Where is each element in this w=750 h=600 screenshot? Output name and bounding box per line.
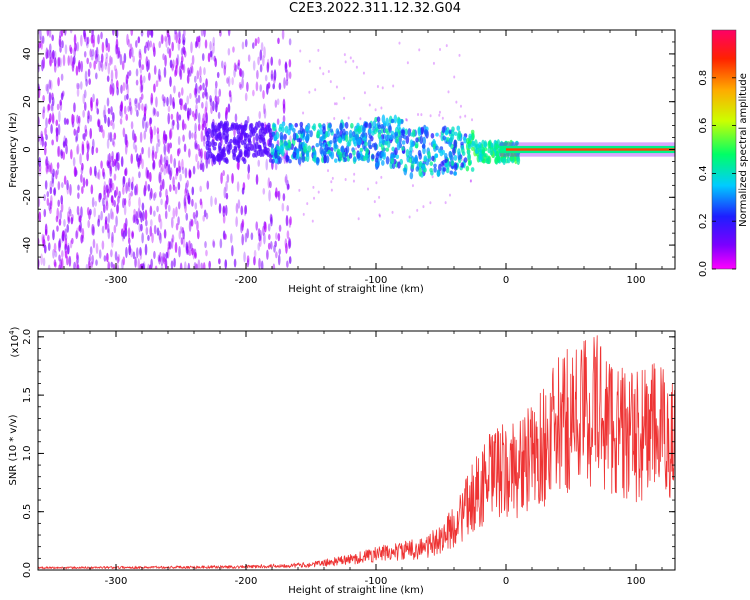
- bottom-y-scale-label: (x104): [8, 326, 21, 357]
- bottom-x-tick-label: -300: [105, 576, 128, 587]
- top-x-tick-label: 0: [503, 275, 509, 286]
- bottom-y-ticks: 0.0 0.5 1.0 1.5 2.0: [22, 329, 675, 578]
- top-y-axis-label: Frequency (Hz): [8, 112, 19, 188]
- top-y-tick-label: -40: [22, 237, 33, 253]
- colorbar-tick-label: 0.4: [698, 165, 709, 181]
- bottom-y-tick-label: 1.5: [22, 387, 33, 403]
- top-y-tick-label: -20: [22, 189, 33, 205]
- bottom-x-tick-label: 100: [626, 576, 645, 587]
- colorbar-label: Normalized spectral amplitude: [738, 73, 749, 227]
- colorbar-tick-label: 0.8: [698, 70, 709, 86]
- colorbar-tick-label: 0.0: [698, 261, 709, 277]
- colorbar-tick-label: 0.2: [698, 213, 709, 229]
- bottom-x-ticks: -300 -200 -100 0 100: [37, 331, 663, 587]
- chart-title: C2E3.2022.311.12.32.G04: [288, 1, 462, 16]
- top-x-tick-label: -300: [105, 275, 128, 286]
- top-x-tick-label: 100: [626, 275, 645, 286]
- bottom-x-axis-label: Height of straight line (km): [288, 585, 424, 596]
- top-x-ticks: -300 -200 -100 0 100: [37, 30, 663, 286]
- top-y-tick-label: 20: [22, 95, 33, 108]
- top-x-axis-label: Height of straight line (km): [288, 284, 424, 295]
- top-y-tick-label: 40: [22, 48, 33, 61]
- colorbar-ticks: 0.0 0.2 0.4 0.6 0.8: [698, 70, 736, 277]
- bottom-y-tick-label: 0.0: [22, 562, 33, 578]
- snr-panel: -300 -200 -100 0 100 0.0 0.5 1.0 1.5 2.0 Height …: [8, 326, 676, 596]
- bottom-y-tick-label: 2.0: [22, 329, 33, 345]
- colorbar: 0.0 0.2 0.4 0.6 0.8 Normalized spectral ampl…: [698, 29, 749, 277]
- top-y-ticks: -40 -20 0 20 40: [22, 29, 675, 270]
- bottom-y-axis-label: SNR (10 * v/v): [8, 414, 19, 485]
- colorbar-tick-label: 0.6: [698, 118, 709, 134]
- bottom-x-tick-label: 0: [503, 576, 509, 587]
- snr-series-line: [38, 335, 675, 570]
- bottom-y-tick-label: 0.5: [22, 504, 33, 520]
- top-y-tick-label: 0: [22, 146, 33, 152]
- top-x-tick-label: -200: [235, 275, 258, 286]
- spectrogram-heatmap: [38, 30, 675, 269]
- bottom-y-tick-label: 1.0: [22, 445, 33, 461]
- top-x-tick-label: -100: [365, 275, 388, 286]
- bottom-x-tick-label: -100: [365, 576, 388, 587]
- bottom-x-tick-label: -200: [235, 576, 258, 587]
